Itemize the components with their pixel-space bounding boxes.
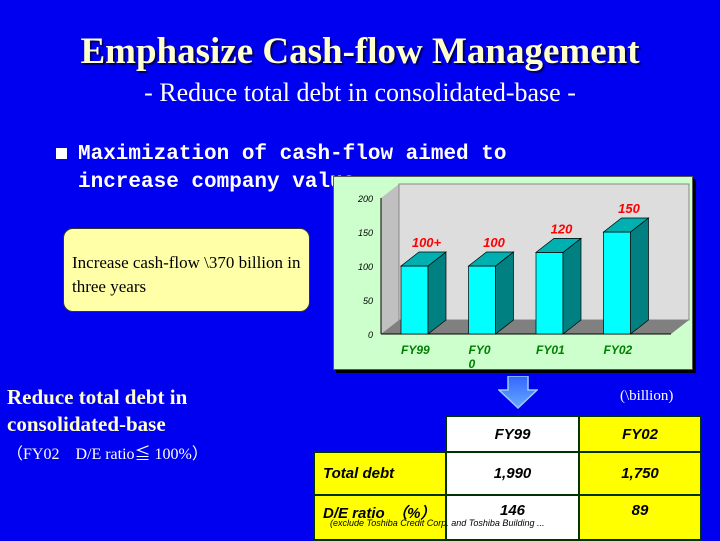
header-fy99: FY99 <box>445 415 580 453</box>
bullet-text: Maximization of cash-flow aimed to incre… <box>78 143 507 194</box>
data-label: 120 <box>551 221 573 236</box>
category-label: 0 <box>469 357 476 369</box>
slide-title: Emphasize Cash-flow Management <box>80 31 640 72</box>
unit-label: (\billion) <box>620 388 674 404</box>
bar <box>535 252 564 335</box>
data-label: 150 <box>618 201 640 216</box>
bar <box>400 265 429 335</box>
debt-table: FY99 FY02 Total debt 1,990 1,750 D/E rat… <box>313 415 702 541</box>
row-label: Total debt <box>313 451 447 496</box>
y-tick-label: 0 <box>368 330 373 340</box>
y-tick-label: 100 <box>358 262 373 272</box>
category-label: FY99 <box>401 343 430 357</box>
reduce-heading-text: Reduce total debt in consolidated-base <box>7 385 188 436</box>
bar <box>603 231 631 335</box>
chart-panel: 0 50 100 150 200 100+ FY99 100 FY0 0 120 FY01 150 FY0… <box>333 176 693 371</box>
table-row: D/E ratio （%） 146 89 <box>313 494 702 541</box>
table-row: Total debt 1,990 1,750 <box>313 451 702 496</box>
back-wall-left <box>381 184 399 334</box>
y-tick-label: 50 <box>363 296 373 306</box>
cell-value: 1,750 <box>578 451 702 496</box>
de-ratio-note: （FY02 D/E ratio≦ 100%） <box>7 446 208 463</box>
reduce-debt-heading: Reduce total debt in consolidated-base <box>7 384 227 438</box>
y-tick-label: 150 <box>358 228 373 238</box>
category-label: FY01 <box>536 343 565 357</box>
bar-side <box>630 217 649 335</box>
bar-side <box>562 237 582 335</box>
category-label: FY02 <box>604 343 633 357</box>
category-label: FY0 <box>469 343 491 357</box>
y-tick-label: 200 <box>357 194 373 204</box>
square-bullet-icon <box>56 148 67 159</box>
bar-chart: 050100150200100+FY99100FY00120FY01150FY0… <box>357 183 690 371</box>
slide-subtitle: - Reduce total debt in consolidated-base… <box>144 78 576 107</box>
bar <box>468 265 496 335</box>
empty-cell <box>314 416 446 452</box>
bar-top <box>399 251 448 267</box>
bar-top <box>534 238 583 253</box>
down-arrow-icon <box>498 376 538 410</box>
cell-value: 89 <box>578 494 702 541</box>
row-label: D/E ratio （%） <box>313 494 447 541</box>
bar-top <box>602 217 650 233</box>
table-footnote: (exclude Toshiba Credit Corp. and Toshib… <box>330 518 545 528</box>
data-label: 100+ <box>412 235 442 250</box>
bar-top <box>467 251 515 267</box>
cell-value: 1,990 <box>445 451 580 496</box>
data-label: 100 <box>483 235 505 250</box>
header-fy02: FY02 <box>578 415 702 453</box>
cell-value: 146 <box>445 494 580 541</box>
cashflow-callout: Increase cash-flow \370 billion in three… <box>63 228 310 312</box>
table-header-row: FY99 FY02 <box>314 415 702 453</box>
